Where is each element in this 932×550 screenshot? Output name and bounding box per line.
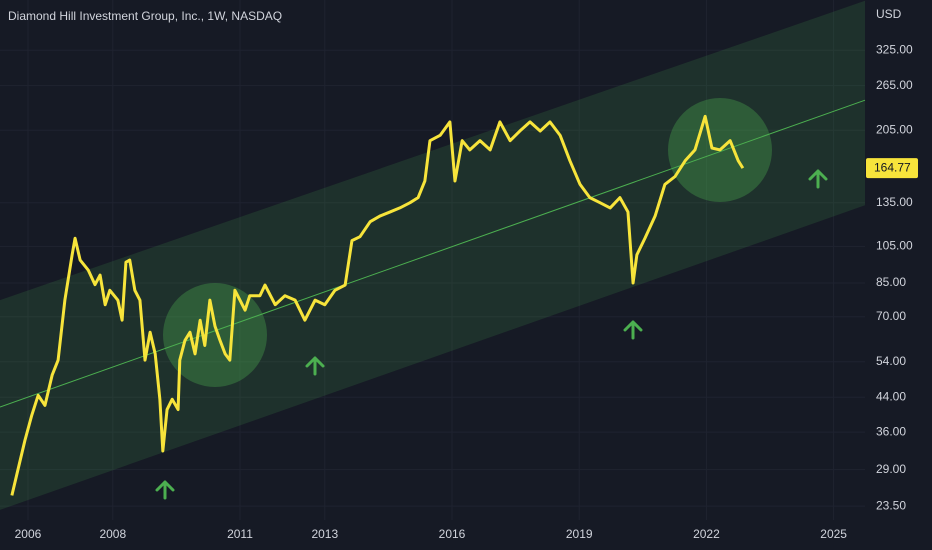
axes: 23.50 29.00 36.00 44.00 54.00 70.00 85.00 105.0… <box>15 42 918 541</box>
y-tick-label: 23.50 <box>876 498 906 512</box>
y-tick-label: 265.00 <box>876 78 913 92</box>
arrow-up <box>155 480 175 500</box>
x-tick-label: 2016 <box>439 527 466 541</box>
last-value-tag <box>866 158 918 179</box>
price-line <box>10 114 745 496</box>
arrow-up <box>623 320 643 340</box>
highlight-circle <box>163 283 267 387</box>
y-tick-label: 54.00 <box>876 354 906 368</box>
x-tick-label: 2008 <box>99 527 126 541</box>
y-tick-label: 325.00 <box>876 42 913 56</box>
y-tick-label: 36.00 <box>876 424 906 438</box>
y-tick-label: 205.00 <box>876 122 913 136</box>
plot <box>10 114 745 496</box>
y-tick-label: 85.00 <box>876 275 906 289</box>
arrow-up <box>305 356 325 376</box>
y-tick-label: 105.00 <box>876 238 913 252</box>
x-tick-label: 2013 <box>311 527 338 541</box>
grid <box>0 0 865 520</box>
x-tick-label: 2022 <box>693 527 720 541</box>
channel-band <box>0 0 865 510</box>
y-axis-label: USD <box>876 7 902 21</box>
chart-title: Diamond Hill Investment Group, Inc., 1W,… <box>8 9 282 23</box>
arrow-up <box>808 169 828 189</box>
last-value-label: 164.77 <box>874 160 911 174</box>
x-tick-label: 2011 <box>227 527 253 541</box>
x-tick-label: 2006 <box>15 527 42 541</box>
x-tick-label: 2019 <box>566 527 593 541</box>
y-tick-label: 135.00 <box>876 195 913 209</box>
y-tick-label: 29.00 <box>876 462 906 476</box>
x-tick-label: 2025 <box>820 527 847 541</box>
y-tick-label: 70.00 <box>876 309 906 323</box>
y-tick-label: 44.00 <box>876 389 906 403</box>
